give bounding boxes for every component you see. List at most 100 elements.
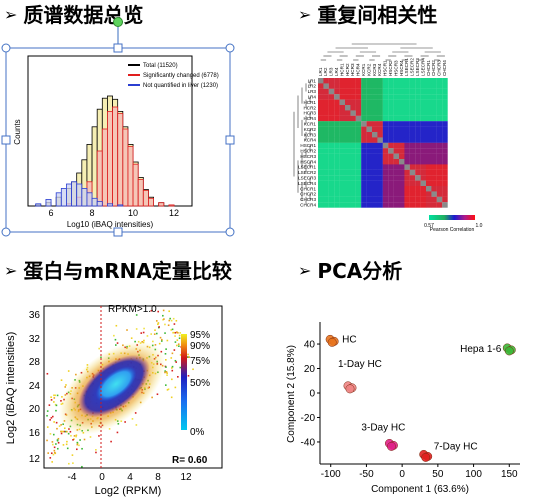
row-label: LR2 <box>308 84 317 89</box>
scatter-point <box>166 389 169 391</box>
resize-handle-bottom[interactable] <box>113 227 123 237</box>
legend-label-not-quantified: Not quantified in liver (1230) <box>143 83 218 89</box>
heatmap-cell <box>328 78 335 84</box>
scatter-point <box>158 326 160 328</box>
resize-handle-right[interactable] <box>225 135 235 145</box>
row-label: HSCR2 <box>300 149 316 154</box>
heatmap-cell <box>355 153 362 160</box>
scatter-point <box>178 345 180 347</box>
scatter-point <box>52 433 55 436</box>
arrow-bullet-icon: ➢ <box>4 5 18 24</box>
pca-point <box>327 337 337 347</box>
heatmap-cell <box>339 191 346 197</box>
heatmap-cell <box>409 142 416 149</box>
scatter-point <box>170 357 173 359</box>
heatmap-cell <box>415 105 421 111</box>
heatmap-cell <box>355 175 362 181</box>
heatmap-cell <box>355 88 362 95</box>
pca-point <box>386 441 396 451</box>
scatter-point <box>52 453 55 456</box>
scatter-point <box>62 430 65 433</box>
heatmap-cell <box>328 121 335 127</box>
scatter-point <box>66 447 69 450</box>
heatmap-cell <box>350 148 356 154</box>
histogram-bar <box>158 202 165 207</box>
heatmap-cell <box>328 105 335 111</box>
scatter-point <box>163 318 165 320</box>
histogram-bars <box>35 95 175 207</box>
heatmap-cell <box>442 153 448 160</box>
heatmap-cell <box>372 121 378 127</box>
heatmap-cell <box>404 94 410 100</box>
scatter-point <box>116 342 119 344</box>
heatmap-cell <box>377 191 383 197</box>
heatmap-cell <box>377 164 383 170</box>
section-title: 质谱数据总览 <box>23 3 144 27</box>
scatter-point <box>50 417 53 419</box>
heatmap-cell <box>339 126 346 133</box>
resize-handles[interactable] <box>1 43 235 237</box>
heatmap-cell <box>345 99 351 106</box>
heatmap-cell <box>372 110 378 116</box>
heatmap-cell <box>415 132 421 138</box>
resize-handle-top-left[interactable] <box>1 43 11 53</box>
heatmap-cell <box>339 115 346 122</box>
scatter-point <box>177 343 180 345</box>
heatmap-cell <box>355 191 362 197</box>
heatmap-cell <box>399 153 405 160</box>
heatmap-cell <box>318 153 324 160</box>
heatmap-cell <box>420 186 427 192</box>
histogram-bar <box>137 179 144 207</box>
scatter-point <box>64 430 67 433</box>
heatmap-cell <box>415 180 421 187</box>
heatmap-cell <box>334 202 340 208</box>
scatter-point <box>165 366 167 368</box>
scatter-point <box>175 319 178 322</box>
heatmap-cell <box>377 88 383 95</box>
heatmap-cell <box>361 175 367 181</box>
scatter-point <box>57 441 60 444</box>
heatmap-cell <box>431 186 437 192</box>
heatmap-cell <box>436 159 443 165</box>
heatmap-cell <box>350 132 356 138</box>
scatter-point <box>53 449 56 452</box>
heatmap-cell <box>366 159 373 165</box>
scatter-point <box>160 340 163 342</box>
column-label: LSECR4 <box>420 58 425 76</box>
y-tick-label: 20 <box>29 404 41 415</box>
heatmap-cell <box>399 186 405 192</box>
resize-handle-top-right[interactable] <box>225 43 235 53</box>
heatmap-cell <box>415 148 421 154</box>
heatmap-cell <box>409 110 416 116</box>
x-tick-label: 10 <box>128 208 138 218</box>
scatter-point <box>108 428 111 430</box>
heatmap-cell <box>355 180 362 187</box>
heatmap-cell <box>372 137 378 143</box>
heatmap-cell <box>426 180 432 187</box>
scatter-point <box>174 359 177 362</box>
heatmap-cell <box>323 88 329 95</box>
heatmap-cell <box>426 202 432 208</box>
resize-handle-left[interactable] <box>1 135 11 145</box>
heatmap-cell <box>318 115 324 122</box>
heatmap-cell <box>334 191 340 197</box>
heatmap-cell <box>388 88 394 95</box>
heatmap-cell <box>334 164 340 170</box>
scatter-point <box>146 335 149 337</box>
resize-handle-bottom-left[interactable] <box>1 227 11 237</box>
heatmap-cell <box>409 169 416 176</box>
resize-handle-top[interactable] <box>113 43 123 53</box>
resize-handle-bottom-right[interactable] <box>225 227 235 237</box>
heatmap-cell <box>420 191 427 197</box>
histogram-chart[interactable]: Total (11520) Significantly changed (677… <box>0 16 240 238</box>
heatmap-cell <box>388 159 394 165</box>
heatmap-cell <box>431 110 437 116</box>
protein-mrna-scatter: RPKM>1.0 95% 90% 75% 50% 0% R= 0.60 36 3… <box>5 304 223 497</box>
heatmap-cell <box>350 78 356 84</box>
heatmap-cell <box>388 202 394 208</box>
heatmap-cell <box>318 196 324 203</box>
rotate-handle[interactable] <box>113 17 123 27</box>
heatmap-cell <box>355 196 362 203</box>
section-title: PCA分析 <box>317 259 403 283</box>
scatter-point <box>60 424 62 426</box>
